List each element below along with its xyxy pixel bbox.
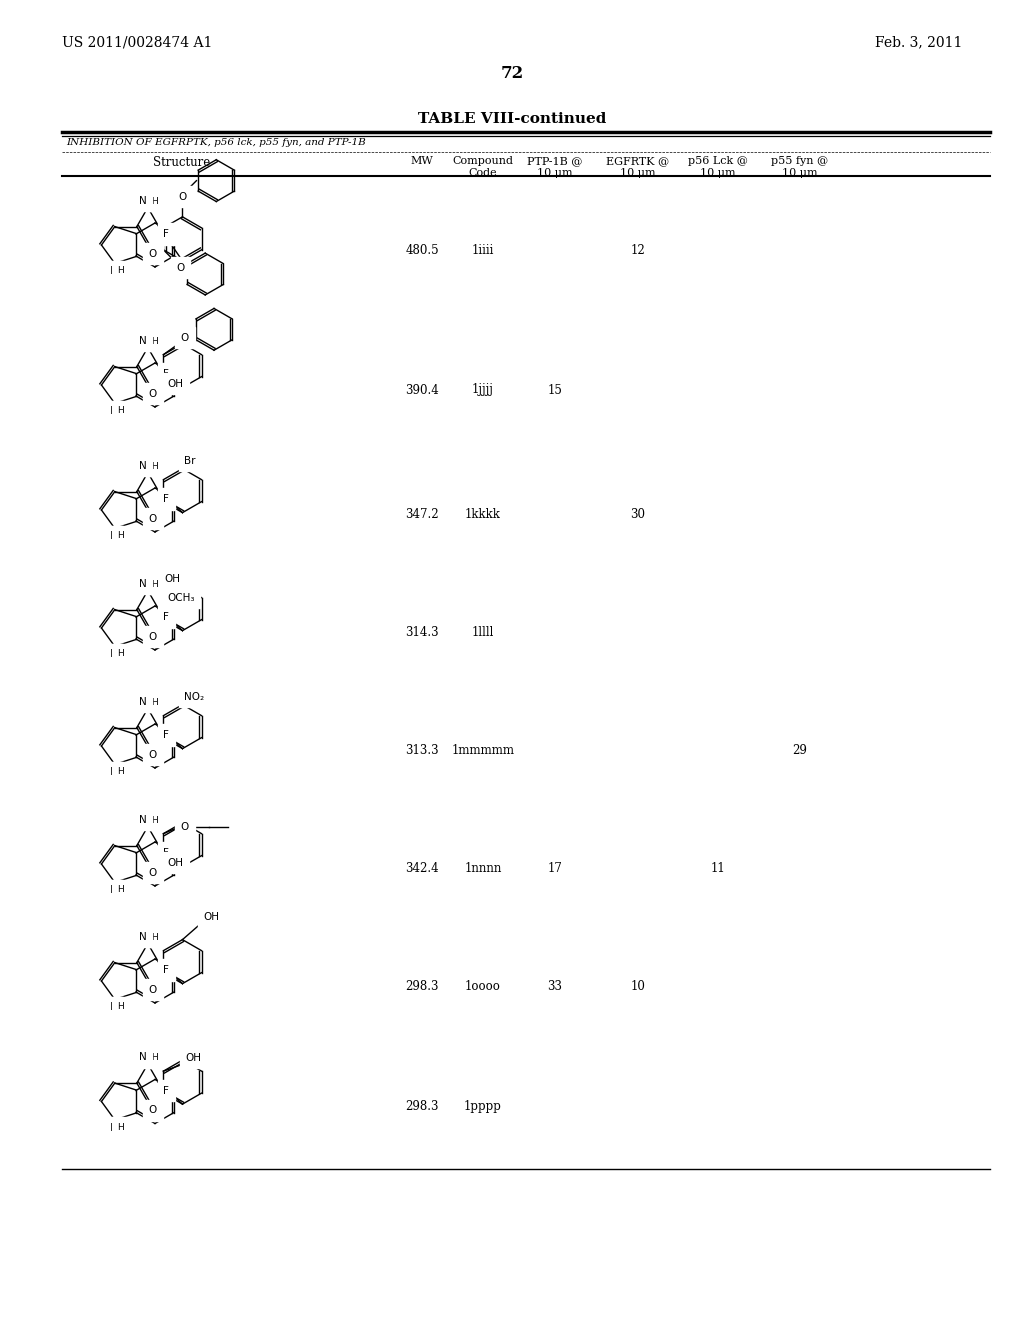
Text: N: N bbox=[139, 578, 146, 589]
Text: H: H bbox=[118, 886, 124, 895]
Text: H: H bbox=[151, 462, 158, 470]
Text: p55 fyn @
10 μm: p55 fyn @ 10 μm bbox=[771, 156, 828, 178]
Text: F: F bbox=[163, 730, 169, 741]
Text: 1iiii: 1iiii bbox=[472, 243, 495, 256]
Text: N: N bbox=[139, 932, 146, 941]
Text: N: N bbox=[139, 335, 146, 346]
Text: 314.3: 314.3 bbox=[406, 627, 439, 639]
Text: H: H bbox=[118, 1123, 124, 1133]
Text: N: N bbox=[110, 886, 118, 895]
Text: F: F bbox=[163, 965, 169, 975]
Text: F: F bbox=[163, 494, 169, 504]
Text: N: N bbox=[110, 532, 118, 541]
Text: 1mmmmm: 1mmmmm bbox=[452, 744, 514, 758]
Text: Compound
Code: Compound Code bbox=[453, 156, 513, 178]
Text: O: O bbox=[148, 750, 157, 759]
Text: 347.2: 347.2 bbox=[406, 508, 439, 521]
Text: F: F bbox=[163, 370, 169, 379]
Text: OH: OH bbox=[185, 1052, 201, 1063]
Text: 12: 12 bbox=[631, 243, 645, 256]
Text: 1pppp: 1pppp bbox=[464, 1100, 502, 1113]
Text: NO₂: NO₂ bbox=[184, 692, 205, 702]
Text: O: O bbox=[181, 333, 189, 343]
Text: F: F bbox=[163, 1085, 169, 1096]
Text: 298.3: 298.3 bbox=[406, 1100, 438, 1113]
Text: 33: 33 bbox=[548, 979, 562, 993]
Text: 17: 17 bbox=[548, 862, 562, 875]
Text: TABLE VIII-continued: TABLE VIII-continued bbox=[418, 112, 606, 125]
Text: O: O bbox=[148, 867, 157, 878]
Text: N: N bbox=[139, 461, 146, 470]
Text: N: N bbox=[110, 649, 118, 660]
Text: H: H bbox=[151, 579, 158, 589]
Text: OH: OH bbox=[167, 858, 183, 867]
Text: H: H bbox=[151, 337, 158, 346]
Text: N: N bbox=[110, 267, 118, 276]
Text: 15: 15 bbox=[548, 384, 562, 396]
Text: 29: 29 bbox=[793, 744, 808, 758]
Text: O: O bbox=[148, 632, 157, 642]
Text: Feb. 3, 2011: Feb. 3, 2011 bbox=[874, 36, 962, 49]
Text: Structure: Structure bbox=[154, 156, 211, 169]
Text: H: H bbox=[118, 1002, 124, 1011]
Text: 72: 72 bbox=[501, 65, 523, 82]
Text: F: F bbox=[163, 228, 169, 239]
Text: OH: OH bbox=[167, 379, 183, 388]
Text: O: O bbox=[178, 191, 186, 202]
Text: N: N bbox=[110, 1002, 118, 1012]
Text: N: N bbox=[139, 697, 146, 706]
Text: F: F bbox=[163, 612, 169, 622]
Text: OCH₃: OCH₃ bbox=[167, 593, 195, 603]
Text: O: O bbox=[148, 513, 157, 524]
Text: H: H bbox=[118, 532, 124, 540]
Text: OH: OH bbox=[203, 912, 219, 923]
Text: O: O bbox=[148, 1105, 157, 1115]
Text: 480.5: 480.5 bbox=[406, 243, 439, 256]
Text: O: O bbox=[148, 985, 157, 995]
Text: N: N bbox=[110, 767, 118, 777]
Text: EGFRTK @
10 μm: EGFRTK @ 10 μm bbox=[606, 156, 670, 178]
Text: H: H bbox=[151, 1053, 158, 1063]
Text: H: H bbox=[151, 697, 158, 706]
Text: O: O bbox=[181, 822, 189, 832]
Text: 342.4: 342.4 bbox=[406, 862, 439, 875]
Text: OH: OH bbox=[165, 574, 180, 583]
Text: H: H bbox=[118, 407, 124, 416]
Text: H: H bbox=[151, 932, 158, 941]
Text: US 2011/0028474 A1: US 2011/0028474 A1 bbox=[62, 36, 212, 49]
Text: H: H bbox=[118, 767, 124, 776]
Text: H: H bbox=[118, 267, 124, 276]
Text: O: O bbox=[176, 263, 184, 273]
Text: 1nnnn: 1nnnn bbox=[464, 862, 502, 875]
Text: 1jjjj: 1jjjj bbox=[472, 384, 494, 396]
Text: Br: Br bbox=[184, 455, 196, 466]
Text: PTP-1B @
10 μm: PTP-1B @ 10 μm bbox=[527, 156, 583, 178]
Text: 1llll: 1llll bbox=[472, 627, 495, 639]
Text: INHIBITION OF EGFRPTK, p56 lck, p55 fyn, and PTP-1B: INHIBITION OF EGFRPTK, p56 lck, p55 fyn,… bbox=[66, 139, 366, 147]
Text: N: N bbox=[139, 195, 146, 206]
Text: 10: 10 bbox=[631, 979, 645, 993]
Text: p56 Lck @
10 μm: p56 Lck @ 10 μm bbox=[688, 156, 748, 178]
Text: F: F bbox=[163, 847, 169, 858]
Text: 298.3: 298.3 bbox=[406, 979, 438, 993]
Text: N: N bbox=[139, 1052, 146, 1063]
Text: O: O bbox=[148, 388, 157, 399]
Text: 1kkkk: 1kkkk bbox=[465, 508, 501, 521]
Text: N: N bbox=[110, 407, 118, 416]
Text: N: N bbox=[110, 1123, 118, 1133]
Text: 30: 30 bbox=[631, 508, 645, 521]
Text: 313.3: 313.3 bbox=[406, 744, 439, 758]
Text: 1oooo: 1oooo bbox=[465, 979, 501, 993]
Text: MW: MW bbox=[411, 156, 433, 166]
Text: 11: 11 bbox=[711, 862, 725, 875]
Text: H: H bbox=[151, 197, 158, 206]
Text: 390.4: 390.4 bbox=[406, 384, 439, 396]
Text: O: O bbox=[148, 248, 157, 259]
Text: H: H bbox=[118, 649, 124, 659]
Text: N: N bbox=[139, 814, 146, 825]
Text: H: H bbox=[151, 816, 158, 825]
